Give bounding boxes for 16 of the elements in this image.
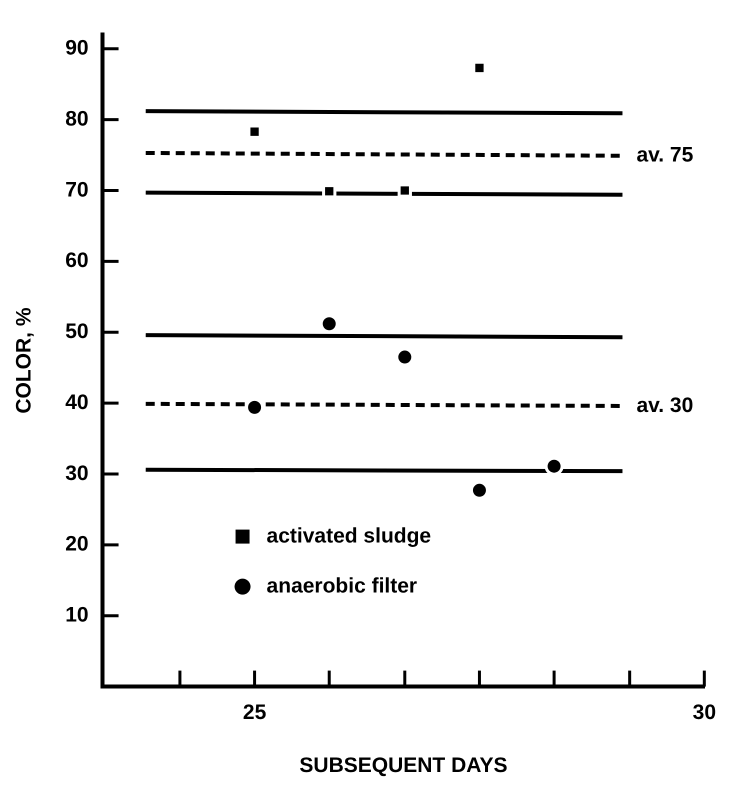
- annotation: av. 75: [636, 144, 694, 167]
- x-axis-title: SUBSEQUENT DAYS: [299, 754, 508, 778]
- y-tick-label: 80: [65, 107, 89, 130]
- legend-label: activated sludge: [266, 524, 432, 548]
- y-tick-label: 40: [65, 390, 89, 414]
- x-tick-label: 25: [242, 700, 267, 724]
- y-tick-label: 60: [65, 249, 89, 272]
- y-tick-label: 20: [65, 532, 89, 556]
- y-axis-title: COLOR, %: [12, 307, 36, 414]
- legend-label: anaerobic filter: [266, 574, 418, 598]
- y-tick-label: 90: [65, 36, 89, 60]
- y-tick-label: 50: [65, 320, 89, 344]
- y-tick-label: 10: [65, 604, 89, 627]
- annotation: av. 30: [636, 394, 694, 417]
- y-tick-label: 30: [65, 462, 89, 485]
- y-tick-label: 70: [65, 178, 89, 202]
